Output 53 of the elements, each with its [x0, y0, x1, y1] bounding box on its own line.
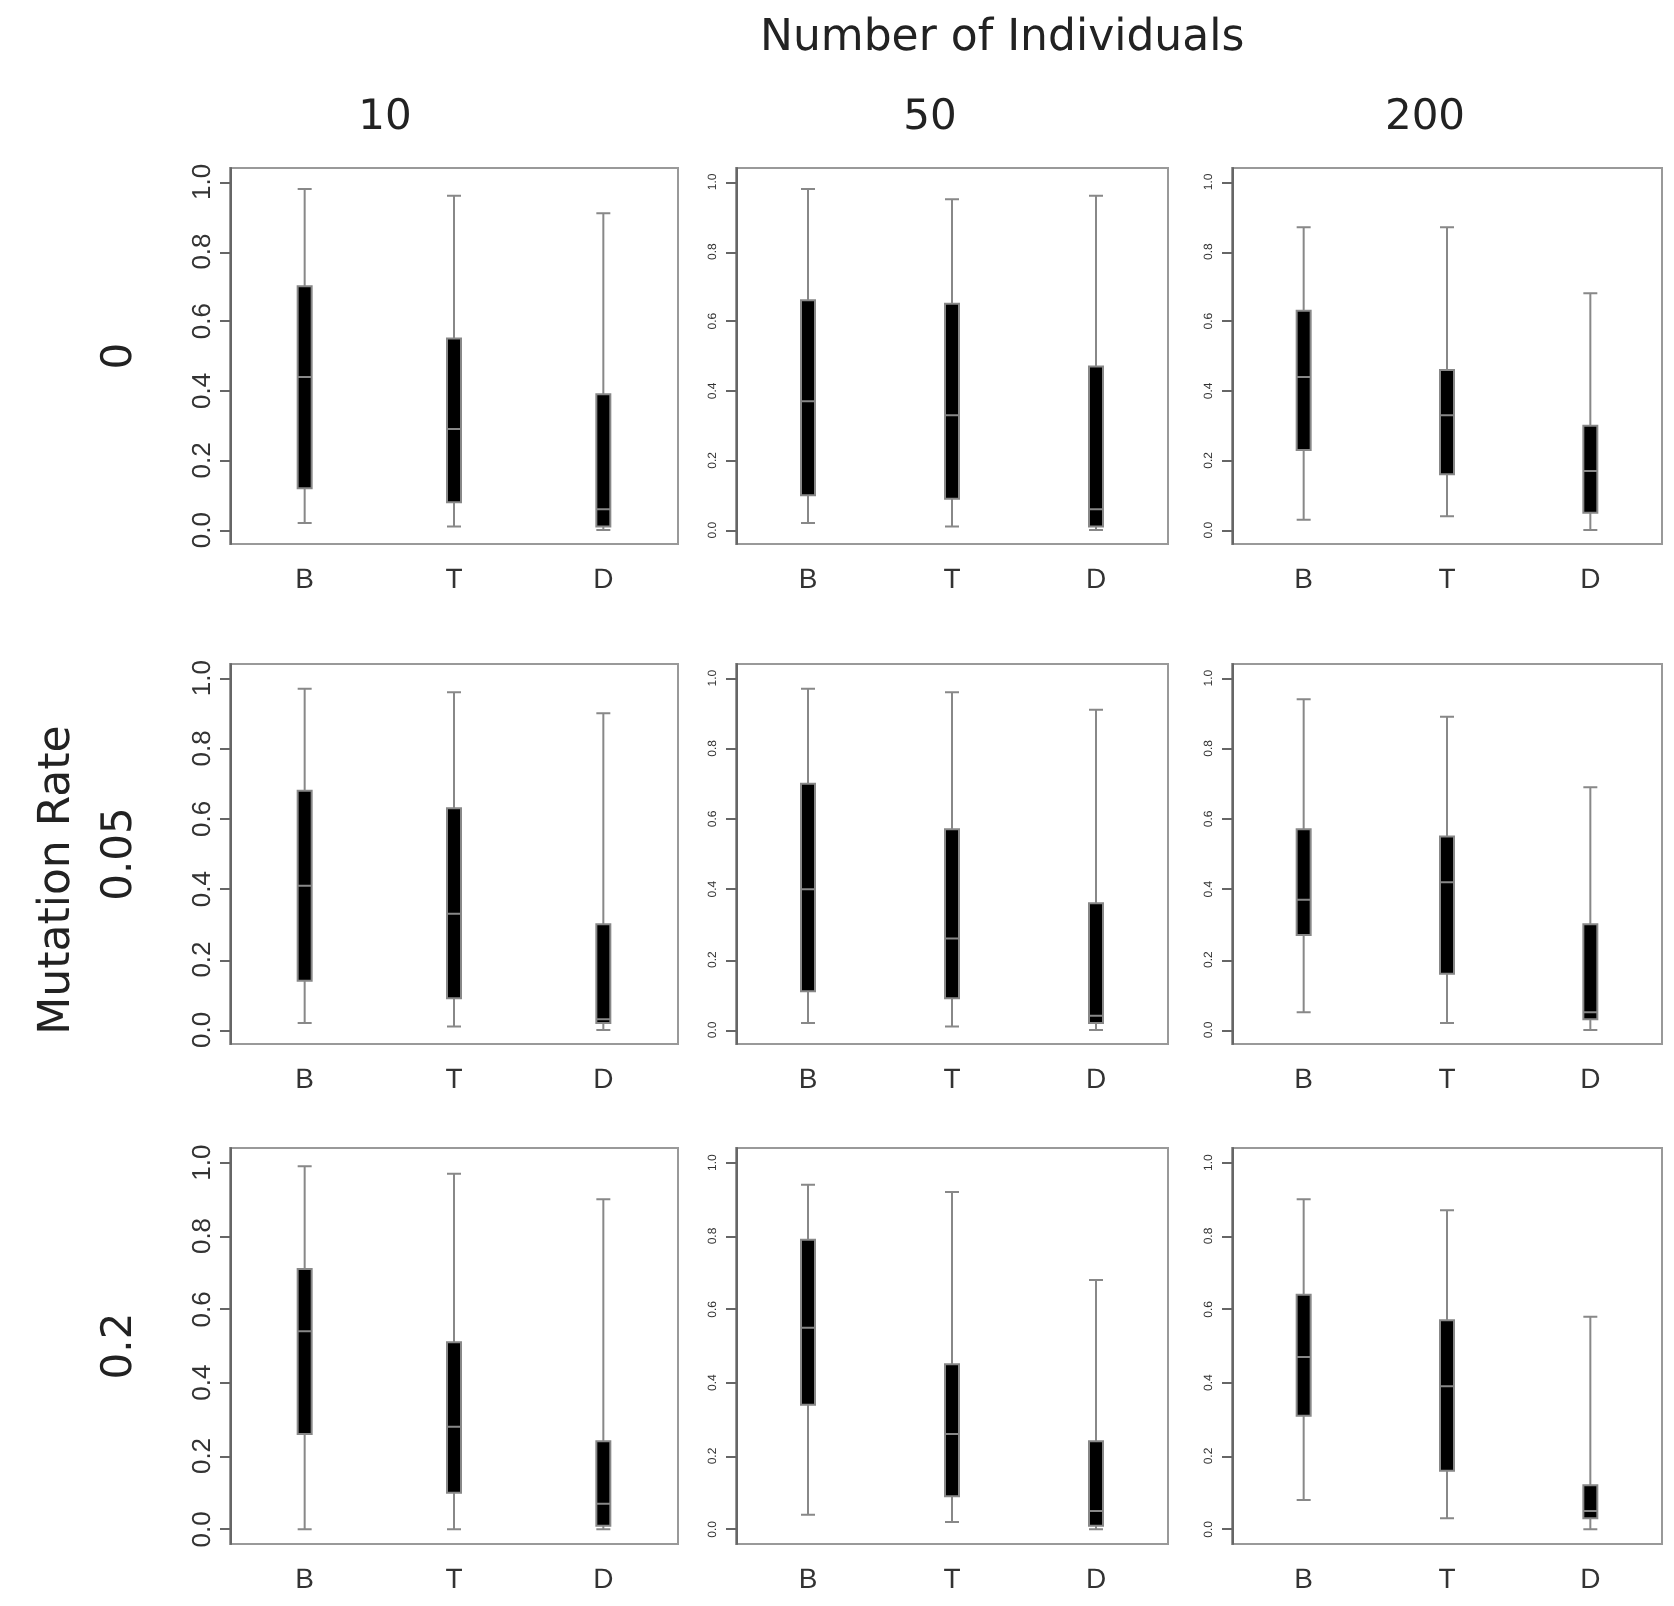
x-tick-label: B — [1294, 1562, 1314, 1594]
chart-title: 10 — [358, 91, 412, 139]
x-tick-label: B — [295, 1062, 315, 1094]
y-tick-label: 0.8 — [186, 1217, 216, 1255]
x-tick-label: B — [295, 562, 315, 594]
x-tick-label: D — [1085, 1062, 1107, 1094]
x-tick-label: T — [1438, 1562, 1457, 1594]
y-tick-label: 0.6 — [186, 1291, 216, 1328]
x-tick-label: T — [1438, 1062, 1457, 1094]
x-tick-label: T — [445, 562, 464, 594]
x-tick-label: B — [295, 1562, 315, 1594]
y-tick-label: 0.6 — [186, 303, 216, 340]
x-tick-label: D — [593, 1562, 614, 1594]
y-tick-label: 1.0 — [186, 1144, 216, 1181]
x-tick-label: T — [1438, 562, 1457, 594]
x-tick-label: T — [445, 1562, 464, 1594]
x-tick-label: B — [1294, 562, 1314, 594]
x-tick-label: T — [943, 1562, 962, 1594]
y-tick-label: 0.2 — [186, 941, 216, 978]
x-tick-label: D — [1085, 1562, 1107, 1594]
y-tick-label: 0.6 — [186, 800, 216, 837]
x-tick-label: D — [593, 1062, 614, 1094]
y-tick-label: 1.0 — [186, 660, 216, 697]
y-tick-label: 0.2 — [186, 1437, 216, 1475]
x-tick-label: D — [1085, 562, 1107, 594]
y-tick-label: 0.0 — [186, 1511, 216, 1548]
x-tick-label: D — [1580, 562, 1601, 594]
text: Number of Individuals — [760, 12, 1245, 62]
x-tick-label: T — [943, 1062, 962, 1094]
y-tick-label: 0.8 — [186, 233, 216, 270]
y-tick-label: 0.4 — [186, 372, 216, 409]
x-tick-label: B — [798, 1062, 818, 1094]
chart-title: 50 — [903, 91, 957, 139]
y-axis-title: 0.2 — [93, 1312, 141, 1380]
y-tick-label: 0.8 — [186, 730, 216, 767]
chart-title: 200 — [1384, 91, 1466, 139]
y-tick-label: 0.4 — [186, 871, 216, 908]
y-tick-label: 0.4 — [186, 1364, 216, 1401]
y-tick-label: 0.0 — [186, 512, 216, 549]
y-tick-label: 1.0 — [186, 163, 216, 200]
x-tick-label: D — [1580, 1062, 1601, 1094]
text: Mutation Rate — [31, 725, 81, 1035]
x-tick-label: D — [593, 562, 614, 594]
x-tick-label: D — [1580, 1562, 1601, 1594]
x-tick-label: T — [943, 562, 962, 594]
y-axis-title: 0.05 — [93, 807, 141, 901]
y-tick-label: 0.0 — [186, 1011, 216, 1048]
x-tick-label: B — [1294, 1062, 1314, 1094]
x-tick-label: B — [798, 1562, 818, 1594]
x-tick-label: B — [798, 562, 818, 594]
x-tick-label: T — [445, 1062, 464, 1094]
y-tick-label: 0.2 — [186, 442, 216, 479]
y-axis-title: 0 — [93, 342, 141, 370]
